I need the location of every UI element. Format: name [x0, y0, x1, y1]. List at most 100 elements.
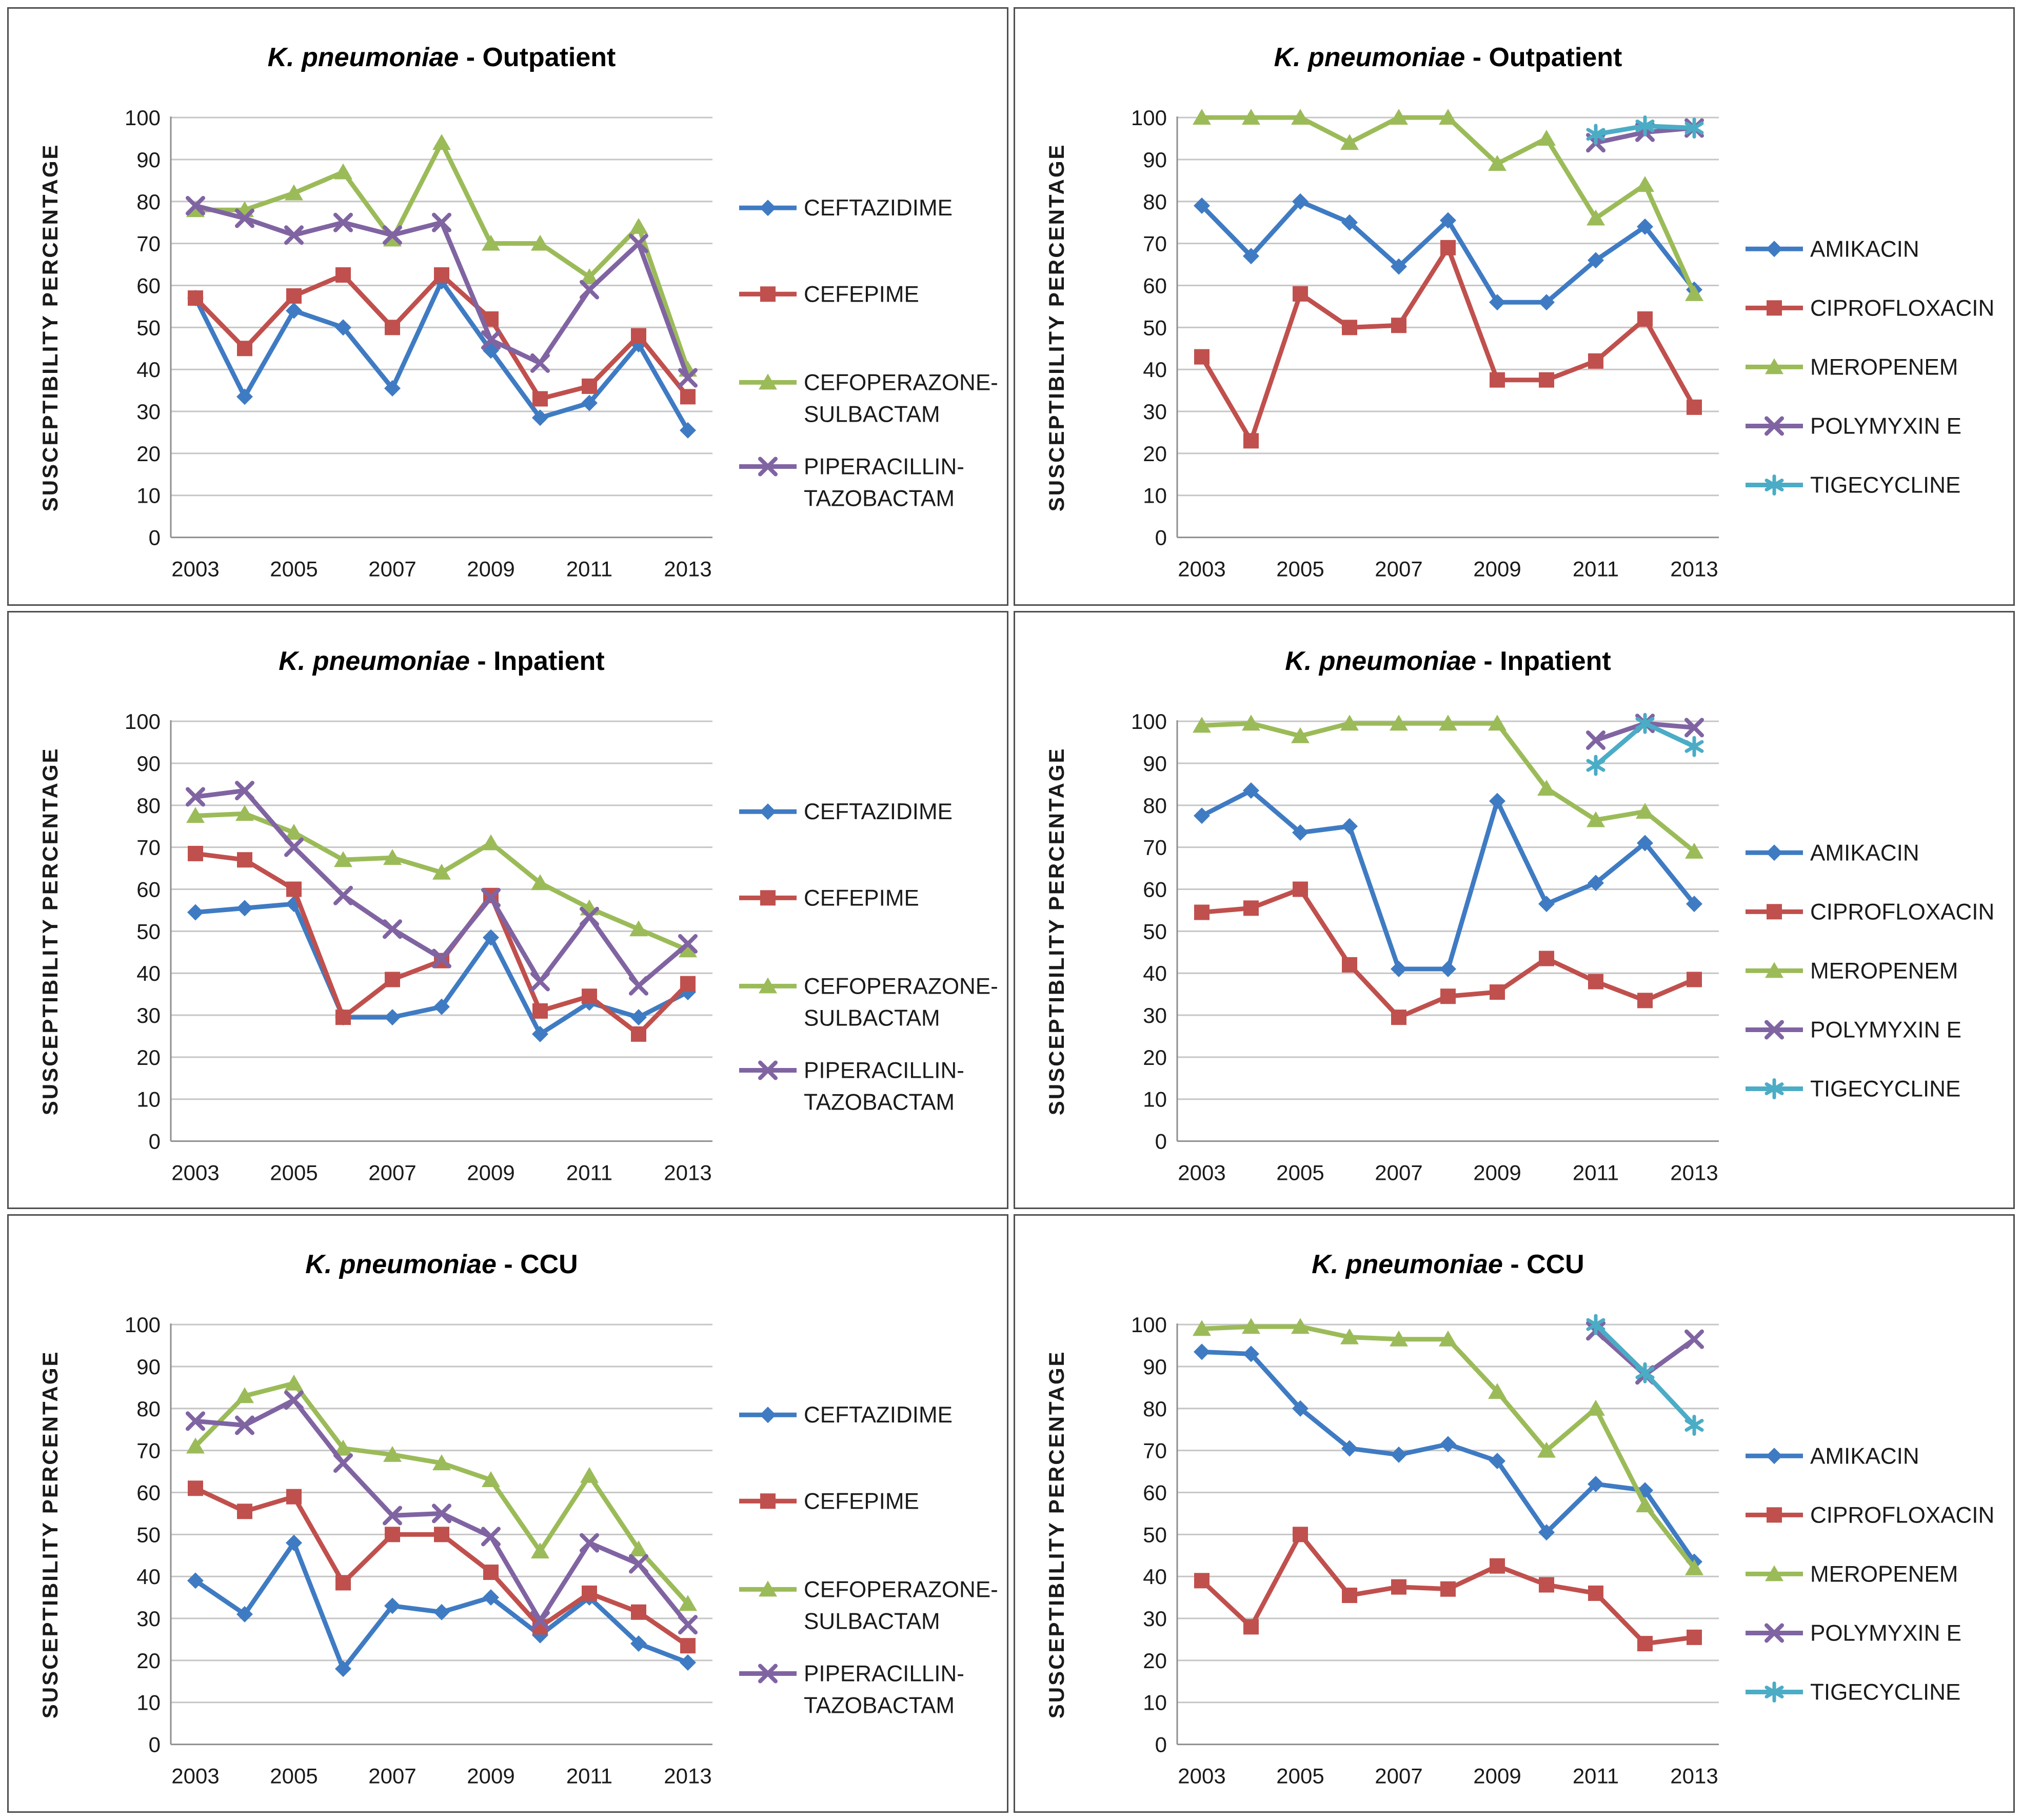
triangle-marker-icon [1488, 1383, 1506, 1399]
asterisk-marker-icon [1684, 736, 1704, 757]
x-marker-icon [235, 780, 254, 800]
legend-item-piperacillin-tazobactam: PIPERACILLIN- TAZOBACTAM [739, 454, 964, 511]
triangle-marker-icon [1242, 1318, 1260, 1334]
triangle-marker-icon [285, 1375, 303, 1391]
legend-item-amikacin: AMIKACIN [1746, 236, 1919, 262]
x-tick-label: 2003 [171, 1160, 219, 1184]
square-marker-icon [188, 1480, 203, 1496]
triangle-marker-icon [334, 1439, 352, 1456]
square-marker-icon [1687, 1630, 1702, 1646]
diamond-marker-icon [1588, 1476, 1604, 1493]
x-tick-label: 2007 [368, 1160, 416, 1184]
legend-label: CEFOPERAZONE- [804, 1577, 998, 1603]
y-tick-labels: 0 10 20 30 40 50 60 70 80 90 100 [1131, 106, 1167, 549]
legend-item-tigecycline: TIGECYCLINE [1746, 473, 1960, 498]
legend-item-cefepime: CEFEPIME [739, 885, 919, 911]
x-tick-label: 2003 [1178, 1764, 1225, 1788]
square-marker-icon [1637, 993, 1653, 1008]
legend-item-cefoperazone-sulbactam: CEFOPERAZONE- SULBACTAM [739, 370, 998, 427]
y-tick-label: 0 [149, 526, 161, 550]
x-tick-labels: 2003 2005 2007 2009 2011 2013 [1178, 1764, 1718, 1788]
x-tick-labels: 2003 2005 2007 2009 2011 2013 [1178, 1160, 1718, 1184]
series-piperacillin-tazobactam [186, 780, 698, 996]
y-tick-label: 70 [1143, 1439, 1167, 1463]
square-marker-icon [286, 288, 302, 304]
y-tick-label: 80 [1143, 793, 1167, 817]
triangle-marker-icon [186, 806, 205, 823]
diamond-marker-icon [1194, 807, 1210, 824]
series-amikacin [1194, 193, 1702, 311]
legend-item-cefepime: CEFEPIME [739, 282, 919, 307]
y-tick-label: 0 [1155, 526, 1167, 550]
legend-label: MEROPENEM [1810, 1562, 1958, 1587]
square-marker-icon [1490, 372, 1505, 388]
triangle-marker-icon [1340, 134, 1359, 150]
diamond-marker-icon [1243, 248, 1259, 265]
triangle-marker-icon [1390, 714, 1408, 730]
legend-item-tigecycline: TIGECYCLINE [1746, 1076, 1960, 1101]
x-tick-label: 2013 [1670, 1160, 1718, 1184]
x-marker-icon [678, 368, 698, 388]
x-marker-icon [758, 1664, 778, 1684]
x-tick-label: 2009 [1473, 557, 1521, 581]
chart-title: K. pneumoniae - CCU [305, 1250, 578, 1279]
x-marker-icon [481, 887, 501, 907]
x-marker-icon [333, 885, 353, 905]
diamond-marker-icon [1391, 1447, 1407, 1463]
asterisk-marker-icon [1765, 1078, 1784, 1099]
x-tick-labels: 2003 2005 2007 2009 2011 2013 [171, 1160, 711, 1184]
series-cefoperazone-sulbactam [186, 134, 697, 377]
diamond-marker-icon [1292, 1400, 1309, 1417]
legend-label: AMIKACIN [1810, 1444, 1919, 1469]
y-tick-label: 20 [1143, 442, 1167, 466]
square-marker-icon [1342, 1588, 1357, 1604]
triangle-marker-icon [1193, 109, 1211, 125]
y-tick-label: 80 [1143, 1397, 1167, 1421]
diamond-marker-icon [1637, 218, 1653, 235]
x-marker-icon [580, 280, 599, 300]
x-tick-label: 2011 [1573, 1160, 1619, 1184]
diamond-marker-icon [532, 409, 548, 426]
gridlines [171, 116, 712, 497]
y-tick-label: 70 [1143, 835, 1167, 859]
y-tick-label: 90 [1143, 1355, 1167, 1379]
legend-label: CEFOPERAZONE- [804, 974, 998, 999]
diamond-marker-icon [760, 803, 776, 820]
triangle-marker-icon [235, 1387, 254, 1403]
series-line [1199, 115, 1697, 296]
square-marker-icon [1243, 1619, 1259, 1635]
triangle-marker-icon [1636, 176, 1654, 192]
series-cefoperazone-sulbactam [186, 1375, 697, 1611]
legend-item-ceftazidime: CEFTAZIDIME [739, 799, 953, 824]
legend-label: AMIKACIN [1810, 840, 1919, 865]
legend-item-meropenem: MEROPENEM [1746, 1562, 1958, 1587]
triangle-marker-icon [580, 1467, 599, 1483]
y-tick-label: 0 [149, 1129, 161, 1153]
diamond-marker-icon [1489, 793, 1505, 809]
square-marker-icon [237, 1504, 252, 1519]
y-tick-label: 0 [1155, 1129, 1167, 1153]
square-marker-icon [760, 889, 776, 905]
series-line [193, 279, 690, 433]
square-marker-icon [1293, 286, 1308, 302]
chart-title: K. pneumoniae - Outpatient [1274, 43, 1622, 72]
x-tick-label: 2005 [270, 1160, 318, 1184]
y-tick-label: 0 [149, 1733, 161, 1757]
diamond-marker-icon [1538, 294, 1555, 311]
triangle-marker-icon [1439, 109, 1457, 125]
square-marker-icon [1767, 300, 1782, 316]
square-marker-icon [1293, 881, 1308, 897]
square-marker-icon [237, 852, 252, 867]
diamond-marker-icon [1766, 241, 1782, 258]
diamond-marker-icon [1341, 818, 1358, 835]
diamond-marker-icon [1637, 1482, 1653, 1499]
triangle-marker-icon [334, 850, 352, 867]
square-marker-icon [335, 267, 351, 283]
y-tick-label: 70 [136, 232, 161, 256]
y-tick-label: 10 [136, 484, 161, 508]
triangle-marker-icon [1537, 130, 1556, 146]
legend-label: CEFEPIME [804, 885, 919, 911]
diamond-marker-icon [1391, 258, 1407, 275]
diamond-marker-icon [384, 380, 401, 397]
